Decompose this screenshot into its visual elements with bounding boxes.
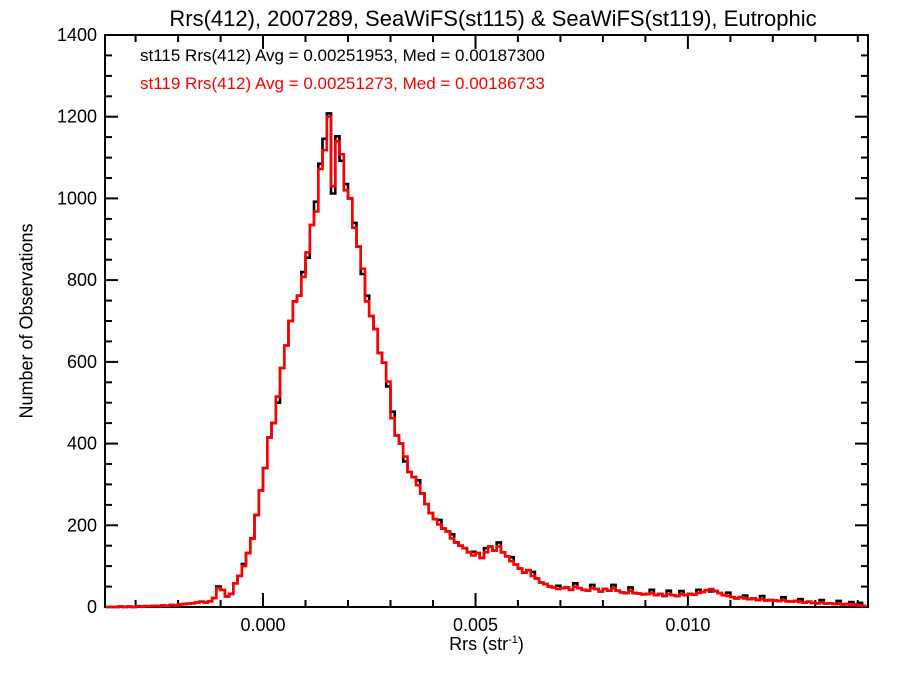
y-tick-label: 600 [67, 352, 97, 372]
y-tick-label: 800 [67, 270, 97, 290]
x-axis-title-prefix: Rrs (str [449, 634, 509, 654]
y-tick-label: 1000 [57, 188, 97, 208]
histogram-curve-st115 [105, 112, 867, 609]
legend-st119: st119 Rrs(412) Avg = 0.00251273, Med = 0… [140, 74, 545, 93]
x-tick-label: 0.010 [665, 615, 710, 635]
y-tick-label: 400 [67, 434, 97, 454]
y-tick-label: 0 [87, 597, 97, 617]
x-axis-title: Rrs (str-1) [105, 634, 868, 655]
y-tick-label: 1400 [57, 25, 97, 45]
x-tick-label: 0.005 [453, 615, 498, 635]
x-axis-title-superscript: -1 [508, 634, 518, 646]
x-axis-title-suffix: ) [517, 634, 524, 654]
x-tick-label: 0.000 [240, 615, 285, 635]
chart-title: Rrs(412), 2007289, SeaWiFS(st115) & SeaW… [169, 6, 817, 31]
y-tick-label: 200 [67, 515, 97, 535]
plot-frame [104, 34, 869, 608]
y-axis-title: Number of Observations [16, 223, 37, 419]
legend-st115: st115 Rrs(412) Avg = 0.00251953, Med = 0… [140, 46, 545, 65]
histogram-curve-st119 [105, 115, 867, 609]
y-tick-label: 1200 [57, 107, 97, 127]
